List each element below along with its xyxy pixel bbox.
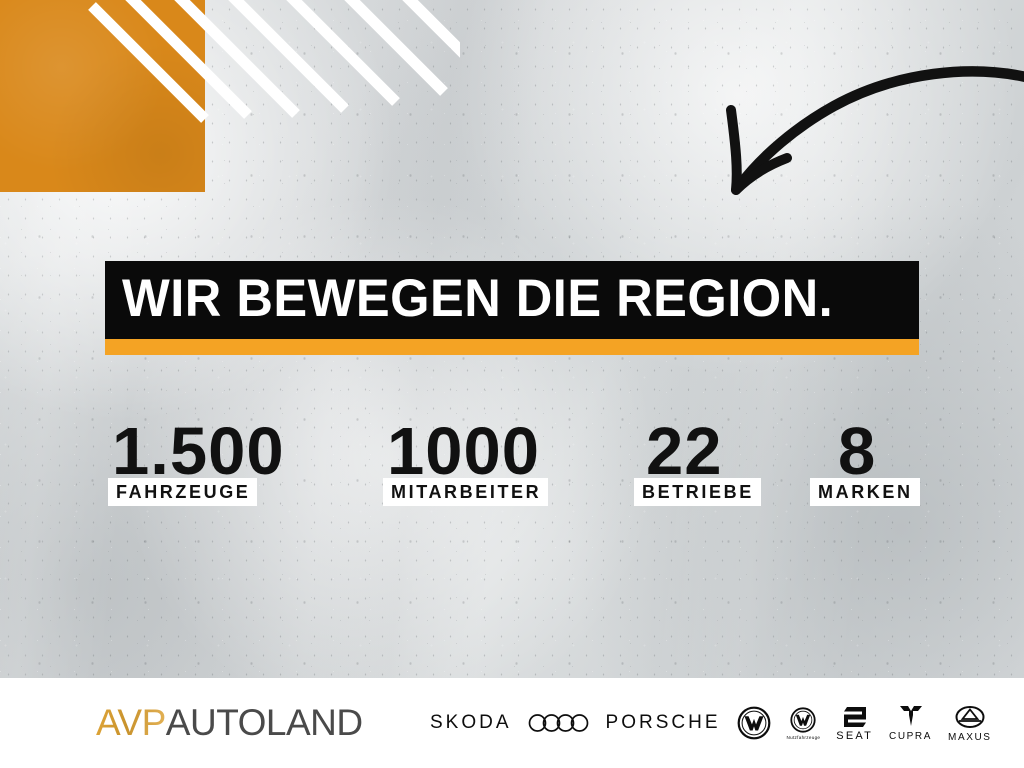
audi-rings-icon: [528, 714, 588, 732]
stat-number: 22: [646, 414, 723, 489]
brand-skoda: SKODA: [430, 712, 512, 734]
cupra-tribal-icon: [899, 706, 922, 726]
stat-label: MARKEN: [810, 478, 920, 506]
brand-maxus: MAXUS: [948, 704, 992, 743]
stats-row: 1.500 FAHRZEUGE 1000 MITARBEITER 22 BETR…: [0, 418, 1024, 518]
vw-logo-icon: [737, 706, 770, 740]
stat-label: MITARBEITER: [383, 478, 549, 506]
brand-volkswagen: [737, 706, 771, 740]
stat-betriebe: 22 BETRIEBE: [634, 418, 761, 506]
seat-wordmark: SEAT: [836, 729, 873, 742]
stat-label: FAHRZEUGE: [108, 478, 258, 506]
stat-marken: 8 MARKEN: [810, 418, 920, 506]
avp-autoland-logo: AVP AUTOLAND: [96, 702, 363, 744]
stat-fahrzeuge: 1.500 FAHRZEUGE: [108, 418, 285, 506]
diagonal-stripes-decoration: [88, 0, 460, 123]
headline-text: WIR BEWEGEN DIE REGION.: [122, 269, 834, 328]
stat-number: 1.500: [112, 414, 285, 489]
stat-label: BETRIEBE: [634, 478, 761, 506]
brand-audi: [528, 712, 590, 734]
headline-bar: WIR BEWEGEN DIE REGION.: [105, 261, 919, 339]
brand-porsche: PORSCHE: [606, 712, 721, 734]
brand-vw-nutzfahrzeuge: Nutzfahrzeuge: [786, 706, 821, 740]
footer-bar: AVP AUTOLAND SKODA PORSCHE: [0, 678, 1024, 768]
avp-logo-primary: AVP: [96, 702, 166, 743]
maxus-logo-icon: [955, 705, 985, 728]
stat-mitarbeiter: 1000 MITARBEITER: [383, 414, 549, 506]
brand-cupra: CUPRA: [889, 704, 932, 742]
stat-number: 1000: [387, 414, 541, 489]
skoda-wordmark: SKODA: [430, 712, 512, 733]
headline-accent-bar: [105, 339, 919, 355]
seat-s-icon: [843, 706, 866, 727]
vw-nutzfahrzeuge-wordmark: Nutzfahrzeuge: [786, 734, 821, 740]
headline-block: WIR BEWEGEN DIE REGION.: [105, 261, 919, 355]
brand-seat: SEAT: [836, 705, 873, 742]
cupra-wordmark: CUPRA: [889, 731, 933, 742]
stat-number: 8: [838, 414, 877, 489]
brand-logo-strip: SKODA PORSCHE: [430, 704, 992, 743]
maxus-wordmark: MAXUS: [948, 731, 992, 743]
vw-nutzfahrzeuge-logo-icon: [790, 706, 817, 733]
avp-logo-secondary: AUTOLAND: [165, 702, 363, 743]
curved-arrow-icon: [726, 66, 1024, 195]
porsche-wordmark: PORSCHE: [605, 712, 721, 733]
